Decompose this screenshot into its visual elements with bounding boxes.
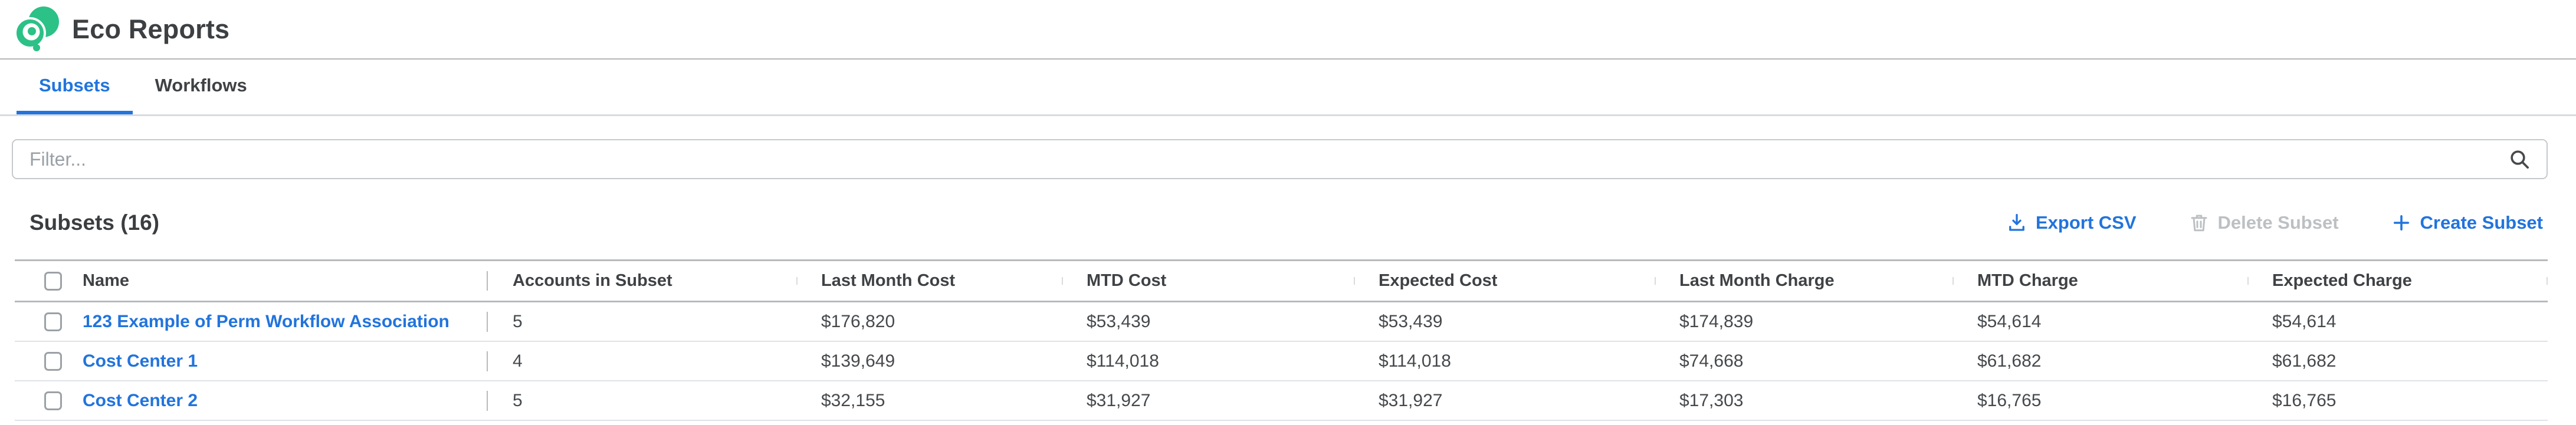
last-month-charge-cell: $174,839	[1679, 311, 1754, 331]
last-month-charge-cell: $17,303	[1679, 390, 1744, 410]
search-icon	[2511, 150, 2529, 169]
row-checkbox[interactable]	[44, 351, 62, 371]
expected-cost-cell: $53,439	[1379, 311, 1443, 331]
subsets-toolbar: Subsets (16) Export CSV Delete Subset Cr…	[29, 209, 2543, 237]
expected-cost-cell: $31,927	[1379, 390, 1443, 410]
expected-charge-cell: $61,682	[2272, 351, 2337, 371]
subset-link[interactable]: 123 Example of Perm Workflow Association	[83, 311, 449, 331]
accounts-cell: 5	[487, 311, 796, 332]
table-row: 123 Example of Perm Workflow Association…	[15, 302, 2548, 342]
expected-cost-cell: $114,018	[1379, 351, 1451, 371]
create-subset-label: Create Subset	[2420, 212, 2543, 233]
plus-icon	[2393, 215, 2409, 231]
export-csv-button[interactable]: Export CSV	[2006, 212, 2137, 233]
table-row: Cost Center 1 4 $139,649 $114,018 $114,0…	[15, 342, 2548, 381]
column-header-last-month-cost: Last Month Cost	[796, 271, 1062, 291]
column-header-expected-cost: Expected Cost	[1354, 271, 1655, 291]
last-month-cost-cell: $176,820	[821, 311, 895, 331]
delete-subset-button[interactable]: Delete Subset	[2188, 212, 2339, 233]
select-all-checkbox[interactable]	[44, 271, 62, 291]
mtd-charge-cell: $61,682	[1977, 351, 2042, 371]
create-subset-button[interactable]: Create Subset	[2391, 212, 2543, 233]
mtd-cost-cell: $31,927	[1087, 390, 1151, 410]
last-month-cost-cell: $32,155	[821, 390, 885, 410]
subset-link[interactable]: Cost Center 2	[83, 390, 198, 410]
mtd-charge-cell: $54,614	[1977, 311, 2042, 331]
expected-charge-cell: $16,765	[2272, 390, 2337, 410]
accounts-cell: 4	[487, 351, 796, 371]
expected-charge-cell: $54,614	[2272, 311, 2337, 331]
column-header-mtd-cost: MTD Cost	[1062, 271, 1354, 291]
subsets-table: Name Accounts in Subset Last Month Cost …	[15, 259, 2548, 421]
mtd-cost-cell: $53,439	[1087, 311, 1151, 331]
column-header-expected-charge: Expected Charge	[2247, 271, 2548, 291]
tab-subsets[interactable]: Subsets	[17, 60, 133, 114]
last-month-cost-cell: $139,649	[821, 351, 895, 371]
page-title: Eco Reports	[72, 14, 230, 44]
row-name-cell: Cost Center 1	[15, 351, 487, 371]
column-header-mtd-charge: MTD Charge	[1952, 271, 2247, 291]
column-header-accounts: Accounts in Subset	[487, 271, 796, 291]
eco-logo-icon	[14, 6, 59, 51]
delete-subset-label: Delete Subset	[2217, 212, 2339, 233]
subset-link[interactable]: Cost Center 1	[83, 351, 198, 371]
table-row: Cost Center 2 5 $32,155 $31,927 $31,927 …	[15, 381, 2548, 421]
app-header: Eco Reports	[0, 0, 2576, 60]
row-checkbox[interactable]	[44, 391, 62, 410]
filter-input[interactable]	[12, 139, 2548, 179]
download-icon	[2009, 213, 2024, 231]
mtd-cost-cell: $114,018	[1087, 351, 1159, 371]
tab-workflows[interactable]: Workflows	[155, 74, 247, 95]
accounts-cell: 5	[487, 390, 796, 411]
column-header-name: Name	[83, 271, 129, 290]
table-header-row: Name Accounts in Subset Last Month Cost …	[15, 261, 2548, 302]
export-csv-label: Export CSV	[2035, 212, 2137, 233]
column-header-last-month-charge: Last Month Charge	[1655, 271, 1952, 291]
row-name-cell: 123 Example of Perm Workflow Association	[15, 312, 487, 332]
toolbar-actions: Export CSV Delete Subset Create Subset	[2006, 212, 2543, 233]
tab-bar: Subsets Workflows	[0, 60, 2576, 116]
filter-bar	[12, 139, 2548, 179]
mtd-charge-cell: $16,765	[1977, 390, 2042, 410]
subsets-count-heading: Subsets (16)	[29, 210, 160, 235]
header-cell-name: Name	[15, 271, 487, 291]
trash-icon	[2191, 215, 2207, 232]
row-checkbox[interactable]	[44, 312, 62, 331]
last-month-charge-cell: $74,668	[1679, 351, 1744, 371]
row-name-cell: Cost Center 2	[15, 391, 487, 411]
